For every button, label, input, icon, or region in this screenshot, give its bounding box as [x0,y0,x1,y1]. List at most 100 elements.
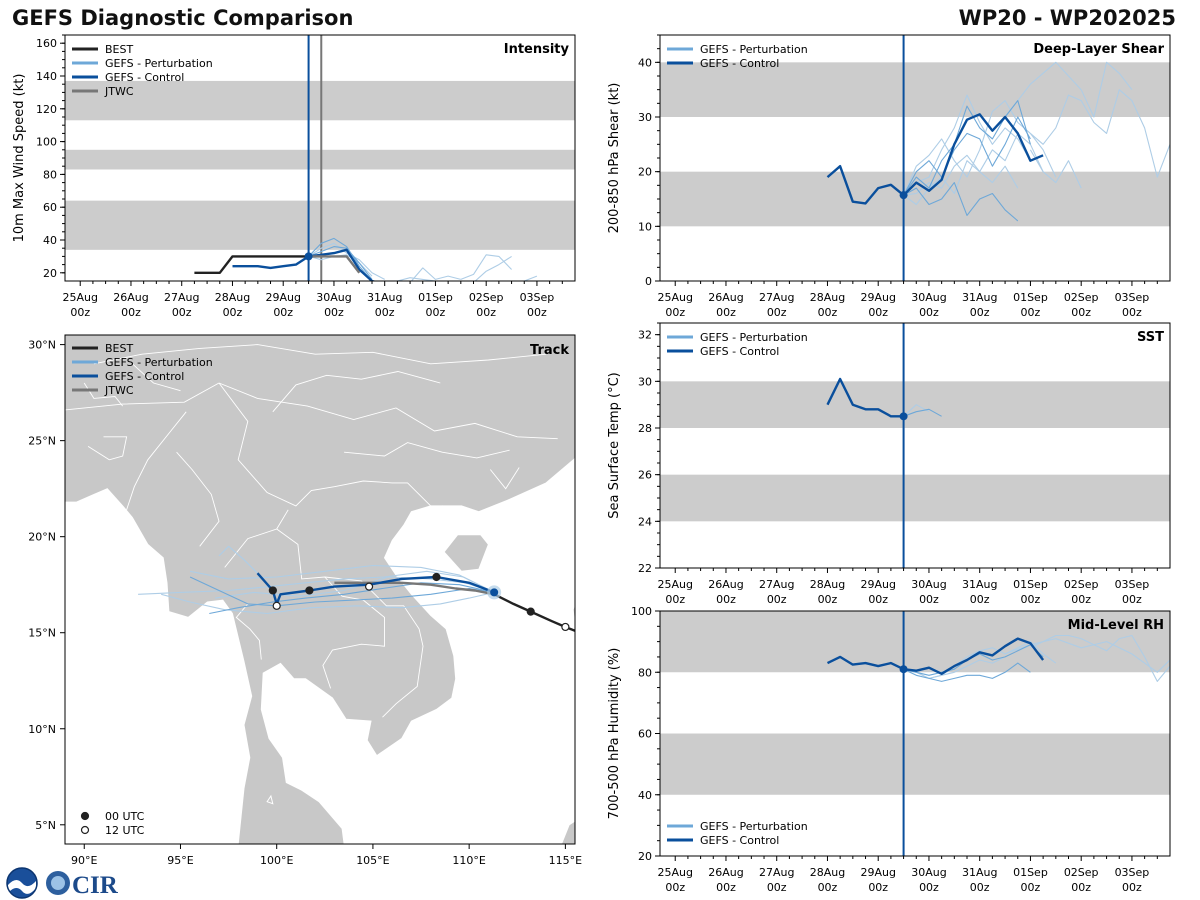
x-date-label: 26Aug [708,291,743,304]
init-point-marker [304,252,313,261]
legend-label: GEFS - Perturbation [105,57,213,70]
lon-tick-label: 115°E [549,854,582,867]
x-hour-label: 00z [324,306,344,319]
y-axis-label: 700-500 hPa Humidity (%) [607,648,622,820]
x-date-label: 02Sep [1064,866,1099,879]
series-line-pert [308,237,373,281]
political-border [126,411,187,510]
x-date-label: 31Aug [962,578,997,591]
x-hour-label: 00z [273,306,293,319]
political-border [132,363,181,392]
x-hour-label: 00z [1122,881,1142,894]
track-line-pertl [161,591,495,615]
series-line-best [194,255,309,274]
y-tick-label: 24 [638,515,652,528]
y-tick-label: 0 [645,275,652,288]
panel-title: Intensity [504,42,570,57]
x-date-label: 02Sep [1064,291,1099,304]
x-hour-label: 00z [1021,881,1041,894]
y-tick-label: 140 [36,70,57,83]
x-hour-label: 00z [919,306,939,319]
lat-tick-label: 25°N [28,435,56,448]
lon-tick-label: 110°E [452,854,485,867]
x-hour-label: 00z [919,593,939,606]
track-line-pert [189,576,495,607]
y-tick-label: 80 [43,168,57,181]
y-tick-label: 20 [638,850,652,863]
x-hour-label: 00z [1122,306,1142,319]
y-tick-label: 20 [43,267,57,280]
track-layer [138,545,575,632]
lat-tick-label: 10°N [28,723,56,736]
x-date-label: 27Aug [164,291,199,304]
lat-tick-label: 30°N [28,339,56,352]
init-point-marker [899,191,908,200]
y-tick-label: 30 [638,111,652,124]
y-tick-label: 80 [638,666,652,679]
storm-id-title: WP20 - WP202025 [958,6,1176,30]
x-date-label: 26Aug [708,578,743,591]
series-layer [826,634,1170,682]
x-hour-label: 00z [70,306,90,319]
x-hour-label: 00z [172,306,192,319]
series-line-control [826,113,1044,205]
y-tick-label: 40 [638,56,652,69]
x-date-label: 02Sep [469,291,504,304]
political-border [93,344,547,365]
x-hour-label: 00z [1122,593,1142,606]
x-date-label: 28Aug [810,866,845,879]
panel-rh: 20 40 60 80 100 25Aug 00z 26Aug 00z 27Aug 00z 28Aug… [607,605,1171,894]
track-point-00utc [268,586,277,595]
x-hour-label: 00z [868,306,888,319]
x-date-label: 29Aug [265,291,300,304]
series-line-pertl [1004,638,1170,673]
noaa-logo-icon [6,867,38,899]
y-tick-label: 28 [638,422,652,435]
series-line-pertl [460,254,512,280]
x-hour-label: 00z [818,306,838,319]
y-tick-label: 120 [36,103,57,116]
x-hour-label: 00z [868,593,888,606]
x-hour-label: 00z [716,881,736,894]
track-line-pertl [189,564,495,593]
track-point-12utc [364,582,374,591]
x-hour-label: 00z [1071,881,1091,894]
x-hour-label: 00z [818,593,838,606]
x-date-label: 28Aug [810,291,845,304]
x-date-label: 28Aug [215,291,250,304]
x-hour-label: 00z [476,306,496,319]
political-border [235,603,262,660]
plot-frame [659,322,1171,569]
panel-title: Mid-Level RH [1068,618,1164,633]
lat-tick-label: 15°N [28,627,56,640]
x-date-label: 25Aug [62,291,97,304]
cira-logo-icon: CIRA [46,871,118,899]
threshold-band [660,62,1170,117]
x-date-label: 29Aug [860,578,895,591]
marker-legend-swatch [80,811,90,821]
legend-label: GEFS - Control [105,370,184,383]
x-hour-label: 00z [665,881,685,894]
political-border [218,382,432,507]
lon-tick-label: 105°E [356,854,389,867]
y-tick-label: 32 [638,329,652,342]
legend-label: GEFS - Perturbation [700,43,808,56]
logo-strip: CIRA [4,866,118,900]
x-hour-label: 00z [716,593,736,606]
political-border [322,576,385,689]
lon-tick-label: 90°E [71,854,97,867]
x-date-label: 01Sep [418,291,453,304]
x-hour-label: 00z [970,881,990,894]
y-tick-label: 10 [638,220,652,233]
map-layer [65,335,575,844]
x-date-label: 25Aug [657,291,692,304]
x-hour-label: 00z [970,306,990,319]
series-line-pert [308,246,373,280]
legend-label: JTWC [104,85,134,98]
x-hour-label: 00z [970,593,990,606]
x-date-label: 27Aug [759,578,794,591]
x-hour-label: 00z [767,306,787,319]
series-line-pertl [903,404,930,417]
political-border [272,371,441,413]
series-layer [826,377,942,421]
